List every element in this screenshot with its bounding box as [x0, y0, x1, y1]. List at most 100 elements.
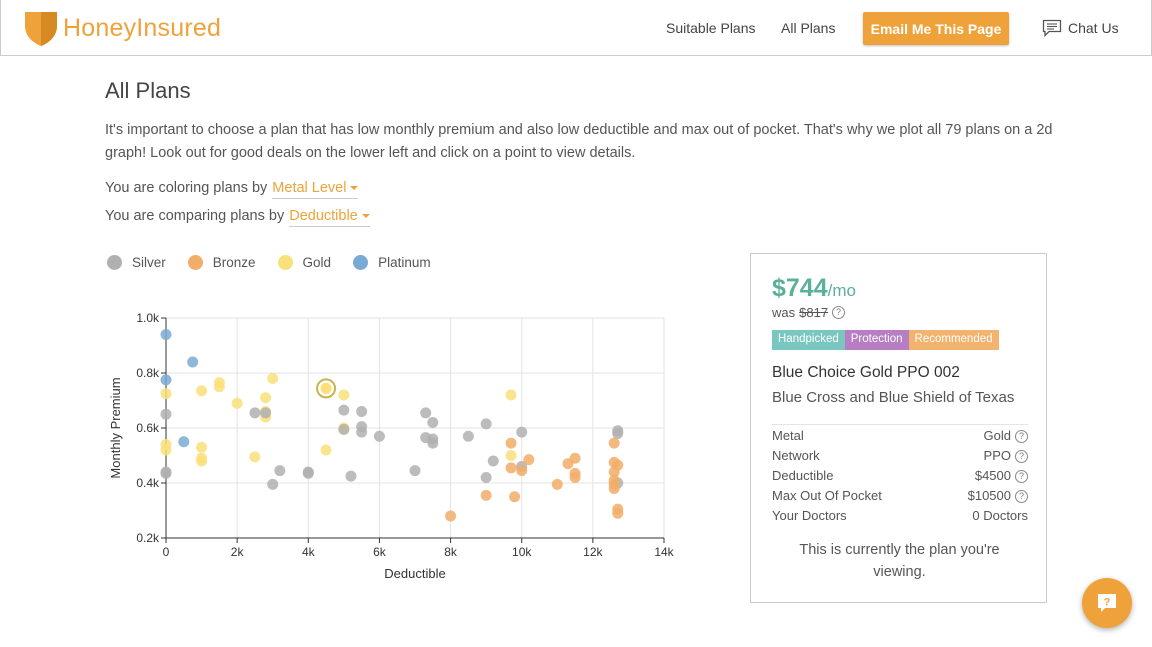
help-circle-icon[interactable]: ? — [1015, 469, 1028, 483]
data-point-platinum[interactable] — [187, 356, 199, 368]
data-point-silver[interactable] — [345, 470, 357, 482]
premium-deductible-scatter-chart: 0 2k 4k 6k 8k 10k 12k 14k 0.2k 0.4k 0.6k 0.8k 1.0k De… — [108, 311, 675, 581]
data-point-silver[interactable] — [612, 428, 624, 439]
data-point-silver[interactable] — [462, 430, 474, 442]
data-point-platinum[interactable] — [160, 329, 172, 340]
legend-item-gold[interactable]: Gold — [277, 255, 331, 270]
data-point-platinum[interactable] — [178, 436, 190, 448]
data-point-bronze[interactable] — [480, 489, 492, 501]
data-point-silver[interactable] — [516, 426, 528, 438]
data-point-silver[interactable] — [249, 407, 261, 419]
data-point-gold[interactable] — [213, 381, 225, 393]
plan-details-table: Metal Gold? Network PPO? Deductible $450… — [772, 424, 1028, 526]
data-point-silver[interactable] — [420, 407, 432, 419]
data-point-silver[interactable] — [356, 406, 368, 417]
detail-row-max-oop: Max Out Of Pocket $10500? — [772, 486, 1028, 506]
legend-dot-bronze — [187, 255, 203, 270]
data-point-gold[interactable] — [231, 397, 243, 409]
data-point-bronze[interactable] — [505, 437, 517, 449]
legend-item-bronze[interactable]: Bronze — [187, 255, 256, 270]
data-point-silver[interactable] — [480, 418, 492, 430]
legend-item-platinum[interactable]: Platinum — [353, 255, 431, 270]
data-point-gold[interactable] — [196, 441, 208, 453]
x-tick-label: 2k — [231, 545, 245, 559]
data-point-bronze[interactable] — [516, 465, 528, 477]
data-point-silver[interactable] — [338, 423, 350, 435]
data-point-gold[interactable] — [267, 373, 279, 384]
y-tick-label: 0.6k — [136, 421, 160, 435]
data-point-bronze[interactable] — [608, 437, 620, 449]
comparing-line: You are comparing plans by Deductible — [105, 208, 370, 227]
data-point-gold[interactable] — [505, 450, 517, 461]
data-point-gold[interactable] — [196, 385, 208, 397]
help-circle-icon[interactable]: ? — [1015, 429, 1028, 443]
data-point-bronze[interactable] — [569, 452, 581, 464]
data-point-bronze[interactable] — [551, 478, 563, 490]
was-price: $817 — [799, 305, 829, 320]
carrier-name: Blue Cross and Blue Shield of Texas — [772, 389, 1015, 406]
shield-logo-icon — [25, 12, 57, 46]
comparing-dropdown[interactable]: Deductible — [289, 208, 370, 227]
data-point-gold[interactable] — [249, 451, 261, 463]
detail-value: $4500 — [974, 468, 1011, 483]
data-point-silver[interactable] — [480, 472, 492, 483]
data-point-gold[interactable] — [505, 389, 517, 401]
help-circle-icon[interactable]: ? — [1015, 449, 1028, 463]
chat-us-link[interactable]: Chat Us — [1042, 19, 1119, 37]
help-circle-icon[interactable]: ? — [832, 306, 846, 319]
chart-legend: Silver Bronze Gold Platinum — [107, 255, 453, 270]
data-point-silver[interactable] — [427, 437, 439, 449]
x-tick-label: 6k — [373, 545, 387, 559]
coloring-dropdown[interactable]: Metal Level — [272, 180, 359, 199]
data-point-silver[interactable] — [302, 467, 314, 479]
legend-label-silver: Silver — [132, 255, 166, 270]
data-point-gold[interactable] — [196, 455, 208, 467]
email-page-button[interactable]: Email Me This Page — [863, 12, 1009, 45]
data-point-bronze[interactable] — [509, 491, 521, 503]
data-point-bronze[interactable] — [612, 507, 624, 519]
svg-text:?: ? — [1104, 597, 1111, 609]
detail-value: 0 Doctors — [972, 508, 1028, 523]
legend-item-silver[interactable]: Silver — [107, 255, 166, 270]
data-point-bronze[interactable] — [608, 483, 620, 494]
data-point-silver[interactable] — [160, 467, 172, 479]
data-point-bronze[interactable] — [445, 510, 457, 522]
page-title: All Plans — [105, 78, 191, 103]
data-point-silver[interactable] — [373, 430, 385, 442]
x-tick-label: 14k — [654, 545, 674, 559]
data-point-silver[interactable] — [338, 404, 350, 416]
y-tick-label: 0.8k — [136, 366, 160, 380]
data-point-bronze[interactable] — [523, 454, 535, 466]
top-header: HoneyInsured Suitable Plans All Plans Em… — [0, 0, 1152, 56]
data-point-silver[interactable] — [267, 478, 279, 490]
data-point-bronze[interactable] — [569, 472, 581, 483]
data-point-silver[interactable] — [409, 465, 421, 477]
detail-label: Metal — [772, 428, 804, 443]
data-point-bronze[interactable] — [505, 462, 517, 474]
data-point-gold[interactable] — [260, 392, 272, 404]
brand-logo[interactable]: HoneyInsured — [23, 8, 221, 48]
data-point-silver[interactable] — [427, 417, 439, 428]
data-point-silver[interactable] — [274, 465, 286, 477]
data-point-bronze[interactable] — [612, 459, 624, 471]
caret-down-icon — [361, 214, 370, 219]
nav-all-plans[interactable]: All Plans — [781, 20, 836, 36]
brand-name: HoneyInsured — [63, 13, 222, 42]
data-point-gold[interactable] — [160, 388, 172, 400]
legend-label-bronze: Bronze — [212, 255, 256, 270]
data-point-gold[interactable] — [160, 444, 172, 456]
nav-suitable-plans[interactable]: Suitable Plans — [666, 20, 756, 36]
detail-value: $10500 — [967, 488, 1011, 503]
data-point-silver[interactable] — [487, 455, 499, 467]
data-point-silver[interactable] — [260, 407, 272, 419]
data-point-gold[interactable] — [338, 389, 350, 401]
data-point-silver[interactable] — [160, 408, 172, 420]
x-tick-label: 10k — [512, 545, 532, 559]
data-point-silver[interactable] — [356, 426, 368, 438]
data-point-platinum[interactable] — [160, 374, 172, 386]
help-chat-button[interactable]: ? — [1082, 578, 1132, 628]
data-point-gold[interactable] — [320, 444, 332, 456]
help-circle-icon[interactable]: ? — [1015, 489, 1028, 503]
price-unit: /mo — [827, 281, 856, 300]
chat-bubble-icon — [1042, 19, 1062, 37]
